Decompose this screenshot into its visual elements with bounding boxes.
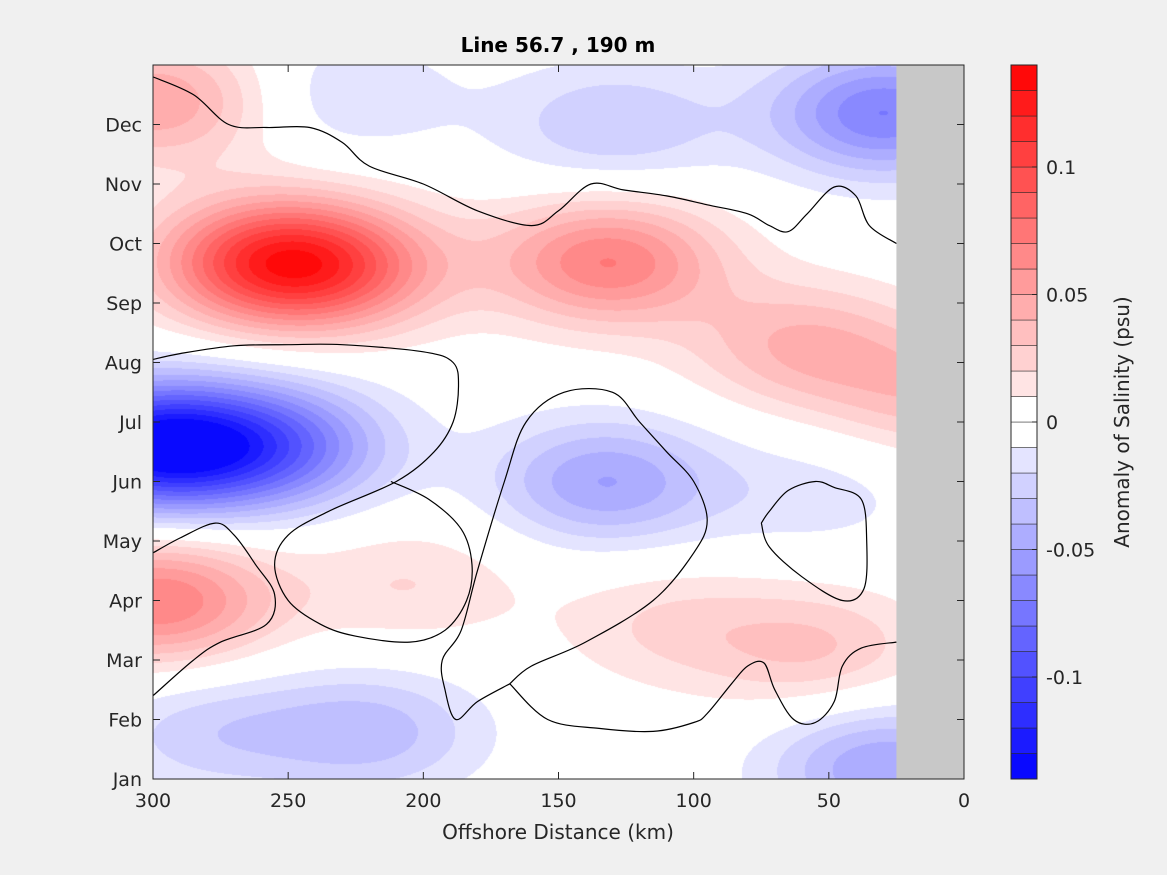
salinity-anomaly-field [153, 65, 897, 779]
y-tick-label: Dec [105, 115, 142, 137]
zero-contour-line [760, 480, 868, 602]
colorbar-segment [1010, 319, 1038, 346]
colorbar-segment [1010, 676, 1038, 703]
colorbar-segment [1010, 472, 1038, 499]
y-tick-label: Aug [105, 353, 142, 375]
y-tick-label: Sep [106, 293, 142, 315]
colorbar-segment [1010, 600, 1038, 627]
colorbar-segment [1010, 498, 1038, 525]
colorbar-tick-label: -0.1 [1046, 667, 1083, 689]
x-tick-label: 200 [405, 790, 441, 812]
x-tick-label: 100 [676, 790, 712, 812]
y-tick-label: Apr [109, 591, 142, 613]
colorbar-segment [1010, 345, 1038, 372]
colorbar-segment [1010, 192, 1038, 219]
colorbar-segment [1010, 166, 1038, 193]
colorbar-tick-label: 0 [1046, 412, 1058, 434]
colorbar-segment [1010, 217, 1038, 244]
colorbar-segment [1010, 90, 1038, 117]
colorbar-segment [1010, 523, 1038, 550]
colorbar-segment [1010, 447, 1038, 474]
zero-contour-line [440, 387, 708, 721]
colorbar-segment [1010, 651, 1038, 678]
zero-contour-line [153, 76, 897, 245]
colorbar-segment [1010, 421, 1038, 448]
colorbar-label: Anomaly of Salinity (psu) [1110, 296, 1134, 547]
x-axis-label: Offshore Distance (km) [442, 820, 674, 844]
colorbar-segment [1010, 396, 1038, 423]
colorbar-segment [1010, 115, 1038, 142]
colorbar-segment [1010, 625, 1038, 652]
y-tick-label: Oct [109, 234, 142, 256]
y-tick-label: Nov [105, 174, 142, 196]
colorbar-segment [1010, 64, 1038, 91]
colorbar-segment [1010, 370, 1038, 397]
colorbar-tick-label: 0.05 [1046, 285, 1088, 307]
no-data-region [896, 65, 964, 779]
colorbar-segment [1010, 243, 1038, 270]
zero-contour-line [509, 641, 897, 733]
colorbar-segment [1010, 549, 1038, 576]
y-tick-label: Feb [108, 710, 142, 732]
colorbar-segment [1010, 574, 1038, 601]
colorbar-segment [1010, 753, 1038, 780]
x-tick-label: 300 [135, 790, 171, 812]
x-tick-label: 0 [958, 790, 970, 812]
x-tick-label: 250 [270, 790, 306, 812]
x-tick-label: 150 [540, 790, 576, 812]
plot-area: 300 250 200 150 100 50 0 Jan Feb Mar Apr May Jun Jul… [103, 64, 970, 812]
y-axis-ticks: Jan Feb Mar Apr May Jun Jul Aug Sep Oct Nov Dec [103, 115, 964, 791]
zero-contours [153, 76, 897, 733]
colorbar-segment [1010, 294, 1038, 321]
colorbar-segment [1010, 268, 1038, 295]
y-tick-label: Jun [111, 472, 142, 494]
y-tick-label: Jul [118, 412, 142, 434]
y-tick-label: Mar [106, 650, 142, 672]
chart-title: Line 56.7 , 190 m [461, 33, 656, 57]
colorbar-segment [1010, 702, 1038, 729]
colorbar-segment [1010, 141, 1038, 168]
colorbar-tick-label: 0.1 [1046, 157, 1076, 179]
colorbar: 0.1 0.05 0 -0.05 -0.1 Anomaly of Salinity (p… [1010, 64, 1134, 780]
y-tick-label: May [103, 531, 142, 553]
colorbar-segment [1010, 727, 1038, 754]
y-tick-label: Jan [112, 769, 142, 791]
zero-contour-line [153, 343, 473, 643]
x-tick-label: 50 [817, 790, 841, 812]
zero-contour-line [153, 522, 277, 697]
colorbar-tick-label: -0.05 [1046, 540, 1095, 562]
x-axis-ticks: 300 250 200 150 100 50 0 [135, 65, 970, 812]
